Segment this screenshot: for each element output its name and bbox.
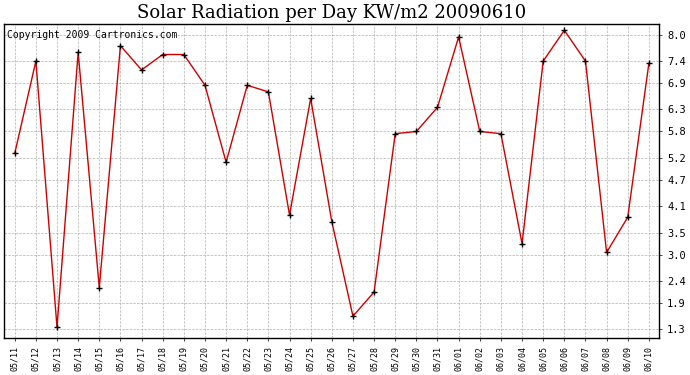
Title: Solar Radiation per Day KW/m2 20090610: Solar Radiation per Day KW/m2 20090610 bbox=[137, 4, 526, 22]
Text: Copyright 2009 Cartronics.com: Copyright 2009 Cartronics.com bbox=[8, 30, 178, 40]
